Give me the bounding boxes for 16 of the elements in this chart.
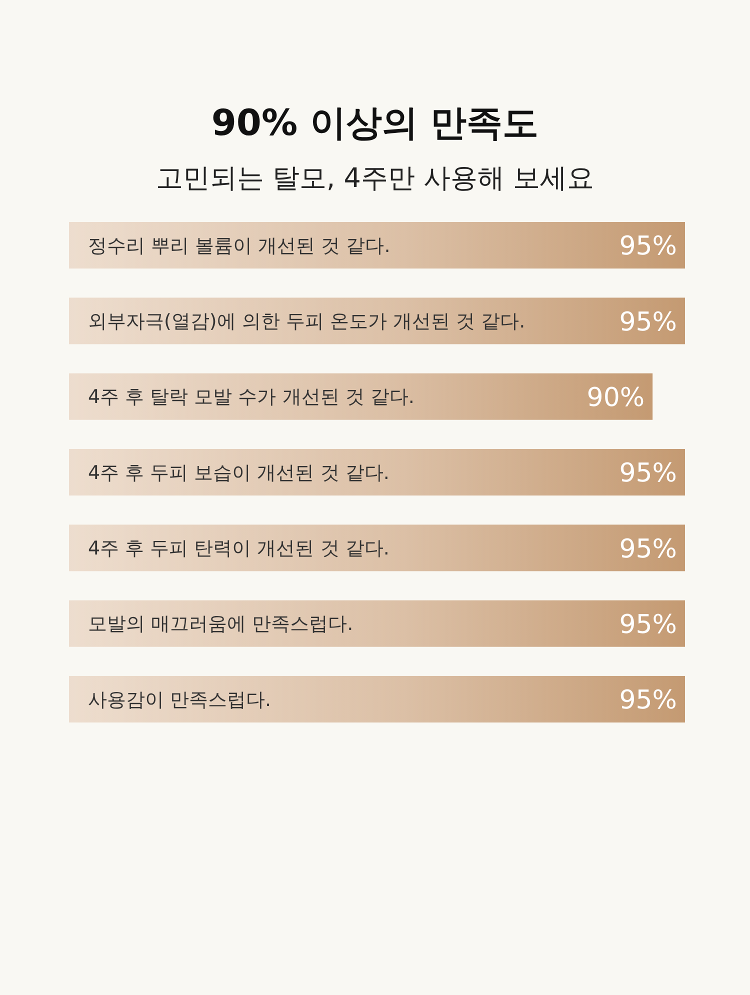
- chart-title: 90% 이상의 만족도: [211, 103, 539, 144]
- data-label: 90%: [586, 382, 645, 413]
- data-label: 95%: [619, 307, 677, 338]
- y-tick-label: 모발의 매끄러움에 만족스럽다.: [88, 613, 354, 636]
- y-tick-label: 4주 후 두피 탄력이 개선된 것 같다.: [88, 538, 390, 560]
- data-label: 95%: [619, 610, 677, 640]
- chart-subtitle: 고민되는 탈모, 4주만 사용해 보세요: [156, 163, 594, 194]
- y-tick-label: 정수리 뿌리 볼륨이 개선된 것 같다.: [88, 234, 390, 257]
- data-label: 95%: [619, 686, 677, 716]
- y-tick-label: 사용감이 만족스럽다.: [88, 688, 272, 711]
- y-tick-label: 외부자극(열감)에 의한 두피 온도가 개선된 것 같다.: [88, 310, 526, 333]
- y-tick-label: 4주 후 탈락 모발 수가 개선된 것 같다.: [88, 386, 414, 408]
- data-label: 95%: [619, 458, 677, 489]
- data-label: 95%: [619, 232, 677, 262]
- data-label: 95%: [619, 534, 677, 564]
- y-tick-label: 4주 후 두피 보습이 개선된 것 같다.: [88, 462, 390, 484]
